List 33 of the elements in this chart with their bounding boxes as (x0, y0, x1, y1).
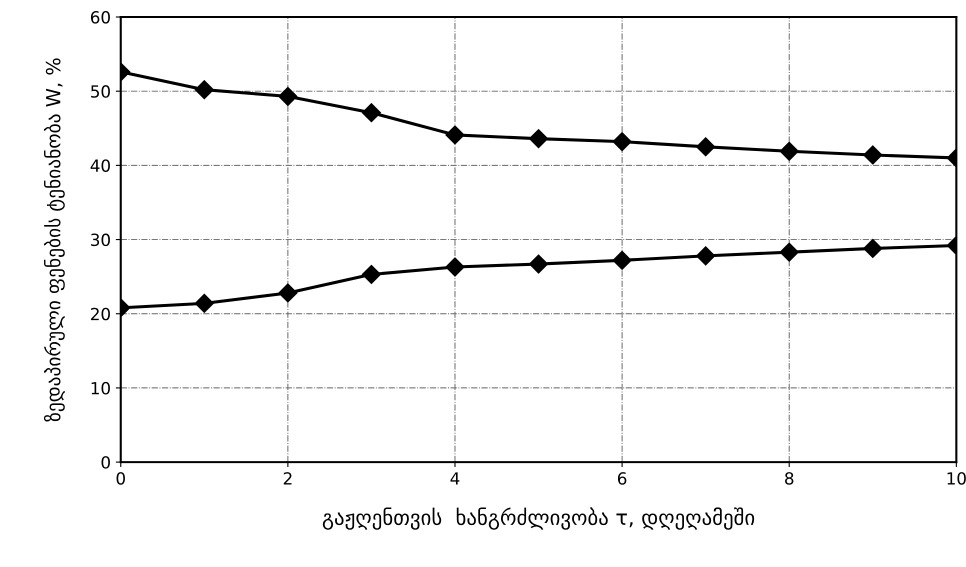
x-tick-label: 10 (948, 472, 966, 485)
point (362, 103, 381, 122)
x-tick-label: 4 (450, 472, 460, 484)
point (863, 145, 882, 165)
point (194, 294, 214, 313)
point (445, 257, 465, 277)
y-tick-label: 60 (90, 10, 110, 24)
point (863, 238, 882, 258)
y-tick-label: 30 (91, 234, 110, 246)
y-tick-label: 10 (92, 382, 110, 394)
x-tick-label: 6 (618, 472, 626, 485)
point (780, 142, 799, 161)
y-tick-label: 40 (90, 159, 110, 172)
point (529, 254, 548, 274)
point (780, 242, 799, 262)
point (612, 250, 632, 270)
point (445, 125, 465, 144)
point (696, 246, 716, 266)
point (612, 132, 632, 152)
point (194, 80, 214, 100)
point (278, 283, 298, 303)
x-tick-label: 8 (785, 472, 794, 485)
x-tick-label: 2 (284, 472, 292, 484)
point (696, 137, 716, 156)
y-tick-label: 50 (91, 85, 110, 98)
y-tick-label: 20 (91, 308, 110, 320)
y-axis-title: ზედაპირული ფენების ტენიანობა W, % (44, 58, 65, 422)
y-tick-label: 0 (102, 456, 110, 469)
point (362, 264, 381, 284)
point (529, 129, 548, 148)
point (278, 86, 298, 106)
x-tick-label: 0 (116, 472, 125, 485)
x-axis-title: გაჟღენთვის ხანგრძლივობა τ, დღეღამეში (322, 507, 754, 530)
